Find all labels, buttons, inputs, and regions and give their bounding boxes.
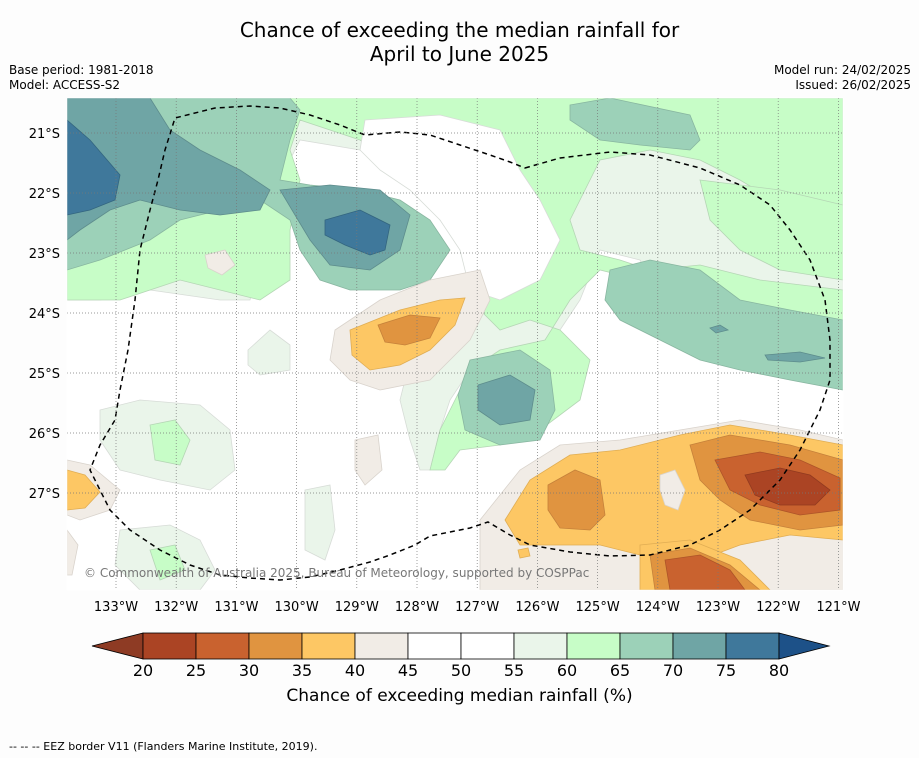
colorbar	[91, 632, 831, 660]
colorbar-swatch	[566, 632, 621, 660]
lon-label: 125°W	[576, 600, 620, 615]
colorbar-under-triangle	[91, 632, 144, 660]
lon-label: 130°W	[275, 600, 319, 615]
colorbar-tick-label: 65	[610, 661, 630, 680]
lon-label: 122°W	[756, 600, 800, 615]
contour-70-75-east-dot	[709, 324, 730, 334]
lat-label: 24°S	[29, 307, 60, 322]
contour-30-35-center	[377, 314, 441, 346]
gridlines	[67, 98, 843, 590]
lat-label: 23°S	[29, 247, 60, 262]
eez-border	[89, 105, 831, 581]
lon-label: 128°W	[395, 600, 439, 615]
contour-75-80-center	[324, 209, 391, 256]
lon-label: 132°W	[154, 600, 198, 615]
colorbar-tick-label: 80	[769, 661, 789, 680]
rainfall-map: © Commonwealth of Australia 2025, Bureau…	[29, 97, 861, 680]
title-line-2: April to June 2025	[369, 42, 550, 66]
lat-label: 27°S	[29, 487, 60, 502]
contour-40-45-sw	[67, 529, 79, 576]
contour-55-60-mid	[247, 329, 291, 376]
contour-20-25-east	[744, 467, 831, 506]
map-frame	[66, 97, 844, 591]
colorbar-ticks: 20 25 30 35 40 45 50 55 60 65 70 75 80	[133, 661, 789, 680]
colorbar-swatch	[619, 632, 674, 660]
contour-30-35-sw	[547, 469, 606, 531]
contour-40-45-dot-1	[204, 249, 236, 276]
colorbar-swatch	[142, 632, 197, 660]
copyright-text: © Commonwealth of Australia 2025, Bureau…	[84, 566, 589, 580]
colorbar-tick-label: 60	[557, 661, 577, 680]
map-field: © Commonwealth of Australia 2025, Bureau…	[67, 98, 843, 590]
contour-25-30-se	[664, 554, 746, 590]
colorbar-swatch	[248, 632, 303, 660]
colorbar-tick-label: 55	[504, 661, 524, 680]
lon-label: 123°W	[696, 600, 740, 615]
lon-label: 127°W	[455, 600, 499, 615]
colorbar-tick-label: 70	[663, 661, 683, 680]
colorbar-tick-label: 50	[451, 661, 471, 680]
colorbar-tick-label: 40	[345, 661, 365, 680]
colorbar-swatch	[672, 632, 727, 660]
lon-label: 129°W	[335, 600, 379, 615]
colorbar-swatch	[354, 632, 409, 660]
latitude-labels: 21°S 22°S 23°S 24°S 25°S 26°S 27°S	[29, 127, 60, 502]
colorbar-swatch	[195, 632, 250, 660]
lat-label: 25°S	[29, 367, 60, 382]
contour-35-40-dot	[517, 547, 531, 559]
model-run-text: Model run: 24/02/2025	[773, 63, 911, 77]
lat-label: 22°S	[29, 187, 60, 202]
colorbar-swatch	[460, 632, 515, 660]
base-period-text: Base period: 1981-2018	[9, 63, 154, 77]
colorbar-tick-label: 30	[239, 661, 259, 680]
meta-right: Model run: 24/02/2025 Issued: 26/02/2025	[774, 63, 911, 93]
longitude-labels: 133°W 132°W 131°W 130°W 129°W 128°W 127°W 126°W…	[94, 600, 861, 615]
lon-label: 133°W	[94, 600, 138, 615]
colorbar-tick-label: 45	[398, 661, 418, 680]
contour-40-45-dot-2	[354, 434, 383, 486]
contour-60-65-east-strip	[699, 179, 843, 281]
lon-label: 126°W	[515, 600, 559, 615]
contour-35-40-hole	[659, 469, 686, 511]
model-text: Model: ACCESS-S2	[9, 78, 121, 92]
contour-60-65-blob-1	[149, 419, 191, 466]
lon-label: 121°W	[816, 600, 860, 615]
map-title: Chance of exceeding the median rainfall …	[0, 18, 919, 66]
colorbar-swatch	[407, 632, 462, 660]
contour-55-60-small	[304, 484, 336, 561]
contour-65-70-ne	[569, 98, 701, 151]
contour-35-40-west	[67, 469, 101, 511]
colorbar-swatch	[301, 632, 356, 660]
meta-left: Base period: 1981-2018 Model: ACCESS-S2	[9, 63, 154, 93]
title-line-1: Chance of exceeding the median rainfall …	[239, 18, 680, 42]
eez-footnote: -- -- -- EEZ border V11 (Flanders Marine…	[9, 740, 318, 753]
issued-text: Issued: 26/02/2025	[795, 78, 911, 92]
colorbar-tick-label: 20	[133, 661, 153, 680]
lat-label: 26°S	[29, 427, 60, 442]
colorbar-over-triangle	[778, 632, 831, 660]
colorbar-tick-label: 75	[716, 661, 736, 680]
colorbar-tick-label: 35	[292, 661, 312, 680]
colorbar-swatch	[725, 632, 780, 660]
colorbar-label: Chance of exceeding median rainfall (%)	[286, 686, 633, 706]
colorbar-tick-label: 25	[186, 661, 206, 680]
colorbar-swatch	[513, 632, 568, 660]
contour-70-75-south	[477, 374, 536, 426]
lon-label: 124°W	[636, 600, 680, 615]
lon-label: 131°W	[214, 600, 258, 615]
contour-75-80-west	[67, 119, 121, 216]
contour-60-65-blob-2	[149, 544, 186, 581]
lat-label: 21°S	[29, 127, 60, 142]
contour-70-75-east-small	[764, 351, 826, 363]
